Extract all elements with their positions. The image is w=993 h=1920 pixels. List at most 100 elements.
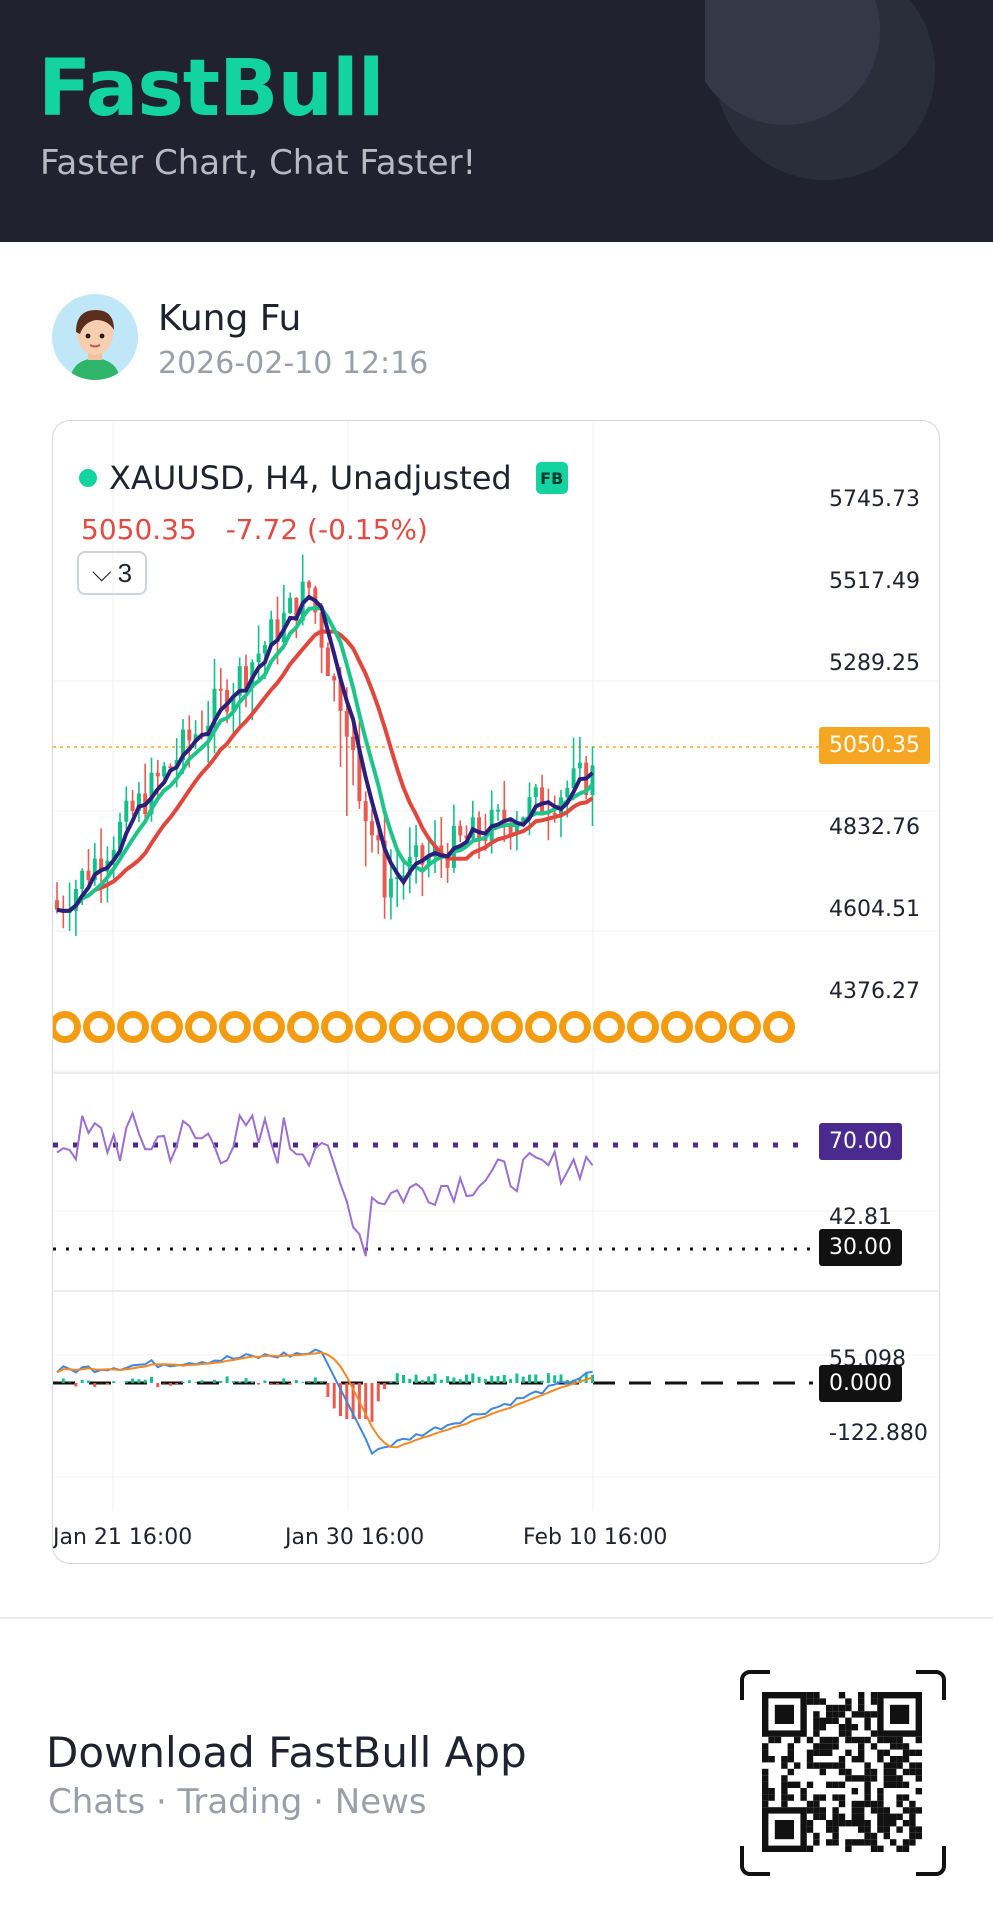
chevron-down-icon: ⌵ — [91, 557, 112, 587]
macd-histogram-bar — [496, 1376, 500, 1383]
macd-histogram-bar — [175, 1383, 179, 1384]
macd-histogram-bar — [402, 1374, 405, 1383]
candle-body — [231, 695, 236, 712]
macd-histogram-bar — [515, 1373, 519, 1383]
price-axis-label: 5745.73 — [829, 487, 920, 512]
event-marker-icon — [600, 1018, 618, 1036]
candle-body — [187, 729, 192, 741]
event-marker-icon — [226, 1018, 244, 1036]
user-name[interactable]: Kung Fu — [158, 298, 302, 339]
macd-histogram-bar — [351, 1383, 355, 1419]
event-marker-icon — [736, 1018, 754, 1036]
candle-body — [357, 750, 362, 802]
candle-body — [193, 734, 198, 741]
qr-code-icon[interactable] — [740, 1670, 946, 1876]
candle-body — [477, 817, 482, 838]
event-marker-icon — [396, 1018, 414, 1036]
macd-histogram-bar — [477, 1376, 481, 1383]
price-axis-label: 5289.25 — [829, 651, 920, 676]
macd-histogram-bar — [364, 1383, 368, 1419]
event-marker-icon — [498, 1018, 516, 1036]
event-marker-icon — [362, 1018, 380, 1036]
macd-histogram-bar — [339, 1383, 342, 1417]
indicator-collapse-button[interactable]: ⌵ 3 — [77, 551, 147, 595]
macd-histogram-bar — [74, 1383, 78, 1387]
ma-slow-line — [56, 629, 594, 913]
macd-histogram-bar — [288, 1383, 292, 1385]
macd-histogram-bar — [540, 1380, 544, 1383]
macd-bottom-label: -122.880 — [829, 1421, 928, 1446]
candle-body — [464, 835, 469, 839]
macd-histogram-bar — [490, 1375, 494, 1383]
macd-histogram-bar — [427, 1376, 431, 1383]
macd-histogram-bar — [465, 1374, 468, 1383]
rsi-lower-tag: 30.00 — [819, 1229, 902, 1266]
macd-line — [56, 1348, 593, 1456]
candle-body — [401, 875, 406, 878]
candle-body — [92, 858, 97, 881]
macd-histogram-bar — [181, 1381, 185, 1383]
macd-histogram-bar — [225, 1376, 229, 1383]
candle-body — [111, 849, 116, 861]
macd-histogram-bar — [93, 1383, 97, 1387]
macd-histogram-bar — [521, 1376, 525, 1383]
chart-canvas[interactable] — [53, 421, 940, 1564]
candle-body — [388, 878, 393, 898]
macd-histogram-bar — [143, 1379, 147, 1383]
candle-body — [325, 647, 330, 677]
candle-body — [269, 619, 274, 646]
macd-histogram-bar — [219, 1380, 223, 1383]
candle-body — [590, 765, 595, 796]
macd-histogram-bar — [420, 1380, 424, 1383]
download-title[interactable]: Download FastBull App — [46, 1728, 527, 1777]
candle-body — [420, 845, 425, 865]
candle-body — [124, 800, 129, 822]
macd-histogram-bar — [502, 1374, 506, 1383]
candle-body — [363, 801, 368, 822]
candle-body — [351, 736, 356, 751]
candle-body — [426, 856, 431, 865]
candle-body — [218, 688, 223, 691]
event-marker-icon — [124, 1018, 142, 1036]
candle-body — [86, 870, 91, 881]
macd-histogram-bar — [326, 1383, 330, 1397]
app-header: FastBull Faster Chart, Chat Faster! — [0, 0, 993, 242]
candle-body — [212, 688, 217, 726]
ma-fast-line — [56, 594, 594, 913]
time-axis-label: Jan 21 16:00 — [53, 1525, 193, 1550]
candle-body — [540, 787, 545, 813]
rsi-upper-tag: 70.00 — [819, 1123, 902, 1160]
candle-body — [527, 797, 532, 818]
price-change: -7.72 (-0.15%) — [225, 513, 428, 546]
candle-body — [382, 840, 387, 898]
macd-histogram-bar — [446, 1376, 450, 1383]
macd-histogram-bar — [276, 1383, 279, 1385]
macd-histogram-bar — [231, 1381, 235, 1383]
indicator-count: 3 — [117, 557, 133, 588]
macd-histogram-bar — [61, 1378, 65, 1383]
macd-histogram-bar — [257, 1383, 261, 1385]
candle-body — [130, 800, 135, 811]
macd-histogram-bar — [559, 1374, 563, 1383]
event-marker-icon — [532, 1018, 550, 1036]
price-axis-label: 4604.51 — [829, 897, 920, 922]
macd-histogram-bar — [483, 1379, 487, 1383]
event-marker-icon — [430, 1018, 448, 1036]
avatar[interactable] — [52, 294, 138, 380]
macd-histogram-bar — [87, 1380, 90, 1383]
chart-card[interactable]: XAUUSD, H4, Unadjusted FB 5050.35 -7.72 … — [52, 420, 940, 1564]
macd-histogram-bar — [414, 1374, 418, 1383]
macd-histogram-bar — [301, 1382, 305, 1383]
event-marker-icon — [90, 1018, 108, 1036]
macd-histogram-bar — [452, 1377, 456, 1383]
candle-body — [181, 729, 185, 761]
macd-histogram-bar — [194, 1382, 198, 1383]
macd-histogram-bar — [105, 1383, 109, 1385]
macd-histogram-bar — [313, 1377, 317, 1383]
macd-histogram-bar — [528, 1374, 531, 1383]
event-marker-icon — [192, 1018, 210, 1036]
candle-body — [80, 870, 85, 889]
tagline: Faster Chart, Chat Faster! — [40, 143, 477, 183]
candle-body — [99, 858, 104, 872]
candle-body — [338, 680, 343, 711]
